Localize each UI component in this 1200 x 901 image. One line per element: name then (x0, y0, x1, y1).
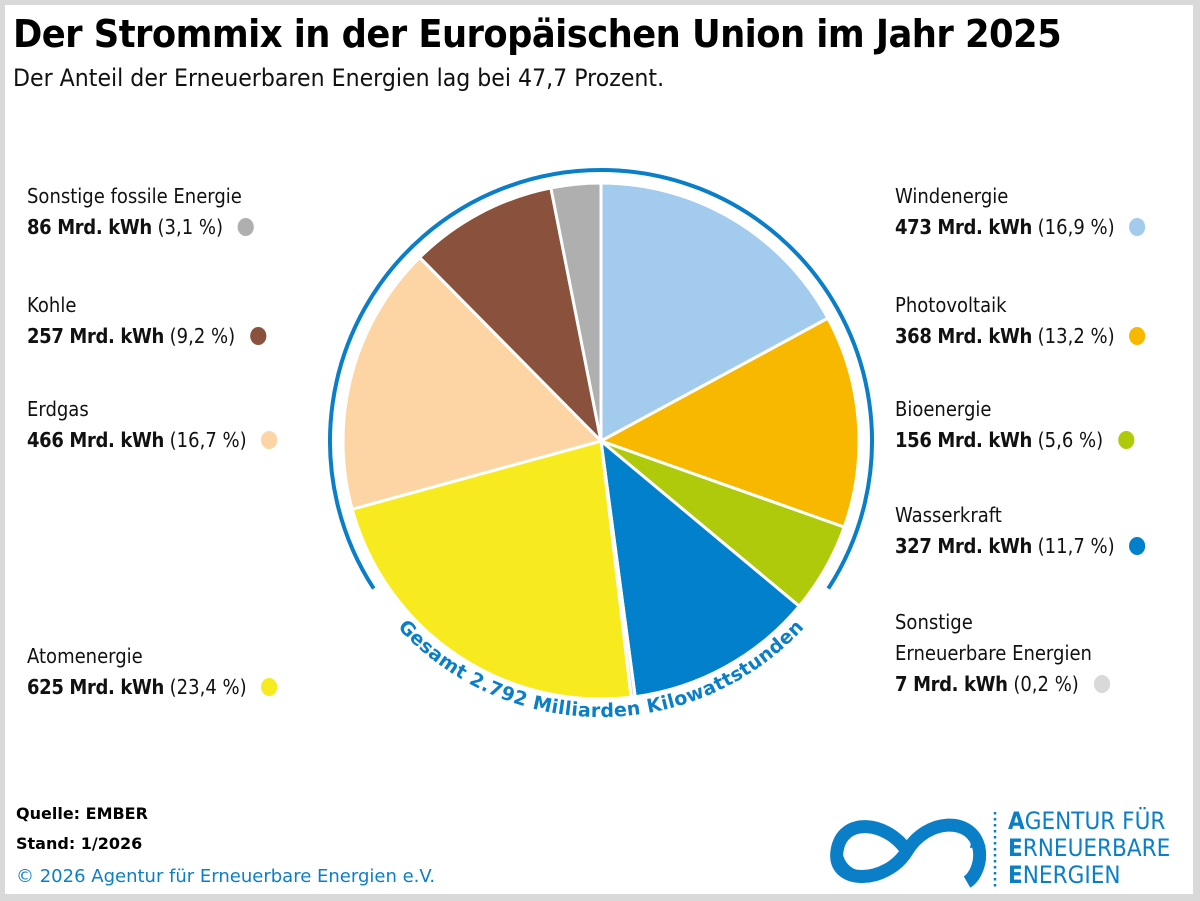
legend-dot-icon (1129, 327, 1146, 345)
copyright-label: © 2026 Agentur für Erneuerbare Energien … (16, 866, 436, 887)
legend-dot-icon (1129, 537, 1146, 555)
legend-dot-icon (261, 678, 278, 696)
legend-dot-icon (237, 218, 254, 236)
date-label: Stand: 1/2026 (16, 834, 143, 853)
logo-initial: E (1008, 861, 1023, 889)
legend-label: Erdgas (27, 397, 89, 421)
legend-label: Sonstige fossile Energie (27, 184, 242, 208)
legend-value: 327 Mrd. kWh (895, 534, 1032, 558)
legend-dot-icon (1117, 431, 1135, 449)
total-ring-arc (328, 168, 874, 590)
logo-initial: E (1008, 834, 1023, 862)
legend-percent: (9,2 %) (169, 324, 236, 348)
logo-text-line1: GENTUR FÜR (1024, 807, 1166, 835)
legend-percent: (13,2 %) (1037, 324, 1115, 348)
legend-percent: (3,1 %) (157, 215, 224, 239)
logo-text-line3: NERGIEN (1022, 861, 1121, 889)
legend-label-line2: Erneuerbare Energien (895, 641, 1092, 665)
legend-item-windenergie: Windenergie 473 Mrd. kWh (16,9 %) (895, 181, 1173, 243)
page-title: Der Strommix in der Europäischen Union i… (13, 12, 1062, 56)
legend-item-erdgas: Erdgas 466 Mrd. kWh (16,7 %) (27, 394, 305, 456)
pie-slice-photovoltaik (599, 316, 861, 529)
legend-label: Wasserkraft (895, 503, 1002, 527)
legend-percent: (16,7 %) (169, 428, 247, 452)
legend-label: Windenergie (895, 184, 1009, 208)
legend-value: 368 Mrd. kWh (895, 324, 1032, 348)
source-label: Quelle: EMBER (16, 804, 148, 823)
legend-item-kohle: Kohle 257 Mrd. kWh (9,2 %) (27, 290, 293, 352)
legend-value: 156 Mrd. kWh (895, 428, 1032, 452)
legend-label-line1: Sonstige (895, 610, 973, 634)
legend-label: Bioenergie (895, 397, 992, 421)
legend-item-atomenergie: Atomenergie 625 Mrd. kWh (23,4 %) (27, 641, 305, 703)
pie-slice-atomenergie (350, 439, 633, 701)
pie-slice-sonstige-fossile-energie (549, 181, 603, 443)
legend-label: Photovoltaik (895, 293, 1007, 317)
legend-percent: (0,2 %) (1013, 672, 1079, 696)
legend-item-sonstige-erneuerbare: Sonstige Erneuerbare Energien 7 Mrd. kWh… (895, 607, 1134, 700)
legend-value: 257 Mrd. kWh (27, 324, 164, 348)
legend-item-wasserkraft: Wasserkraft 327 Mrd. kWh (11,7 %) (895, 500, 1173, 562)
legend-dot-icon (1129, 218, 1146, 236)
legend-value: 7 Mrd. kWh (895, 672, 1008, 696)
legend-item-sonstige-fossile: Sonstige fossile Energie 86 Mrd. kWh (3,… (27, 181, 279, 243)
legend-dot-icon (261, 431, 278, 449)
legend-dot-icon (1093, 675, 1110, 693)
pie-slice-kohle (418, 186, 603, 443)
legend-label: Atomenergie (27, 644, 143, 668)
logo-wordmark: AGENTUR FÜR ERNEUERBARE ENERGIEN (1008, 808, 1170, 889)
legend-value: 625 Mrd. kWh (27, 675, 164, 699)
legend-item-bioenergie: Bioenergie 156 Mrd. kWh (5,6 %) (895, 394, 1161, 456)
legend-label: Kohle (27, 293, 77, 317)
infinity-arrow-icon (830, 818, 987, 888)
legend-item-photovoltaik: Photovoltaik 368 Mrd. kWh (13,2 %) (895, 290, 1173, 352)
legend-percent: (16,9 %) (1037, 215, 1115, 239)
legend-value: 473 Mrd. kWh (895, 215, 1032, 239)
pie-slice-windenergie (599, 181, 830, 443)
legend-value: 466 Mrd. kWh (27, 428, 164, 452)
page-subtitle: Der Anteil der Erneuerbaren Energien lag… (13, 64, 665, 92)
pie-slice-erdgas (341, 255, 603, 511)
legend-dot-icon (249, 327, 267, 345)
logo-divider (993, 812, 997, 890)
logo-text-line2: RNEUERBARE (1022, 834, 1171, 862)
legend-percent: (5,6 %) (1037, 428, 1104, 452)
pie-slices (341, 181, 861, 701)
legend-percent: (23,4 %) (169, 675, 247, 699)
logo-initial: A (1008, 807, 1025, 835)
legend-percent: (11,7 %) (1037, 534, 1115, 558)
pie-slice-wasserkraft (599, 439, 801, 699)
legend-value: 86 Mrd. kWh (27, 215, 152, 239)
